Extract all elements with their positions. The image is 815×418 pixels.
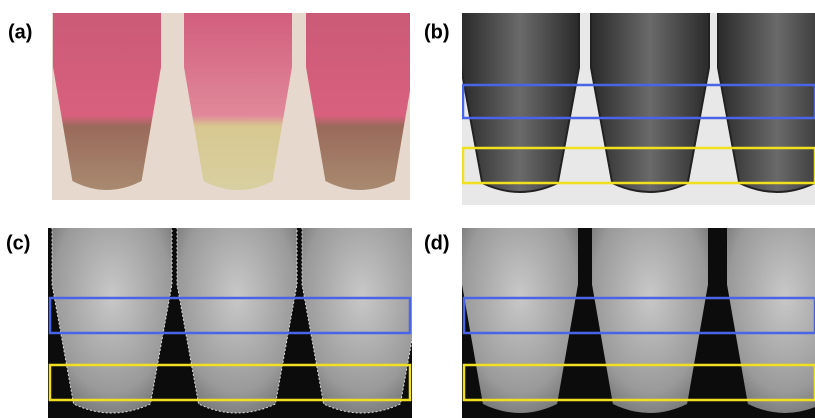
tube — [184, 3, 292, 190]
panel-a-image — [52, 3, 414, 200]
tube — [302, 218, 422, 413]
panel-d-image — [462, 218, 815, 418]
tube — [177, 218, 297, 413]
panel-c-image — [48, 218, 422, 418]
tube — [53, 3, 161, 190]
panel-label: (a) — [8, 21, 32, 43]
panel-label: (c) — [6, 232, 30, 254]
panel-label: (b) — [424, 21, 450, 43]
tube — [306, 3, 414, 190]
panel-b-image — [461, 3, 815, 205]
panel-label: (d) — [424, 232, 450, 254]
tube — [592, 218, 708, 413]
tube — [591, 3, 709, 192]
tube — [462, 218, 578, 413]
tube — [461, 3, 579, 192]
tube — [52, 218, 172, 413]
figure: (a) (b) (c) (d) — [0, 0, 815, 418]
